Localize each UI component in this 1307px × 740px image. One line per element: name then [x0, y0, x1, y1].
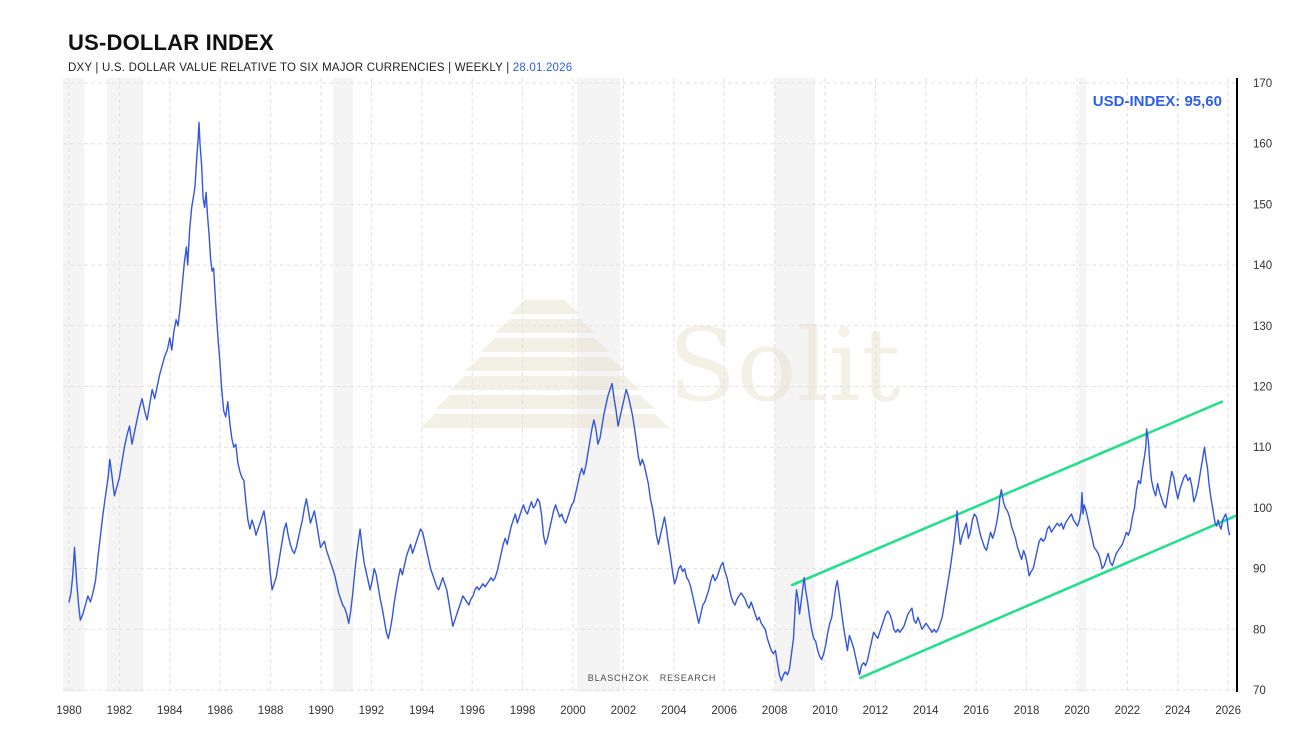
x-axis-tick-label: 2024 — [1165, 705, 1191, 717]
gridlines-layer — [63, 78, 1237, 692]
y-axis-tick-label: 110 — [1253, 442, 1271, 454]
x-axis-tick-label: 2006 — [711, 705, 737, 717]
trend-channel-lower-line — [858, 514, 1238, 680]
y-axis-tick-label: 150 — [1253, 199, 1272, 211]
x-axis-tick-label: 1998 — [510, 705, 536, 717]
x-axis-tick-label: 1986 — [207, 705, 233, 717]
y-axis-tick-label: 90 — [1253, 564, 1266, 576]
y-axis-tick-label: 160 — [1253, 139, 1272, 151]
watermark: Solit — [420, 300, 901, 428]
x-axis-tick-label: 2016 — [963, 705, 989, 717]
y-axis-tick-label: 130 — [1253, 321, 1272, 333]
x-axis-tick-label: 2026 — [1215, 705, 1241, 717]
last-value-label: USD-INDEX: 95,60 — [1093, 93, 1222, 110]
subtitle-text: DXY | U.S. DOLLAR VALUE RELATIVE TO SIX … — [68, 62, 513, 74]
x-axis-tick-label: 2022 — [1115, 705, 1141, 717]
recession-band — [107, 78, 144, 692]
chart-subtitle: DXY | U.S. DOLLAR VALUE RELATIVE TO SIX … — [68, 62, 572, 74]
recession-band — [63, 78, 85, 692]
x-axis-tick-label: 1992 — [359, 705, 385, 717]
x-axis-tick-label: 2020 — [1064, 705, 1090, 717]
x-axis-tick-label: 2002 — [611, 705, 637, 717]
y-axis-tick-label: 120 — [1253, 382, 1272, 394]
x-axis-tick-label: 2004 — [661, 705, 687, 717]
y-axis-tick-label: 80 — [1253, 624, 1266, 636]
y-axis-tick-label: 100 — [1253, 503, 1272, 515]
y-axis-tick-label: 70 — [1253, 685, 1266, 697]
research-note: BLASCHZOK RESEARCH — [588, 673, 716, 683]
recession-band — [774, 78, 815, 692]
x-axis-tick-label: 1982 — [107, 705, 133, 717]
x-axis-tick-label: 2000 — [560, 705, 586, 717]
x-axis-tick-label: 2018 — [1014, 705, 1040, 717]
recession-band — [333, 78, 353, 692]
x-axis-tick-label: 2008 — [762, 705, 788, 717]
trend-channel-layer — [790, 400, 1238, 680]
y-axis-tick-label: 140 — [1253, 260, 1272, 272]
x-axis-tick-label: 1994 — [409, 705, 435, 717]
price-series-layer — [68, 121, 1231, 682]
page-title: US-DOLLAR INDEX — [68, 30, 274, 55]
pyramid-icon — [420, 300, 670, 428]
x-axis-tick-label: 1988 — [258, 705, 284, 717]
recession-band — [1079, 78, 1087, 692]
dxy-series-line — [68, 121, 1231, 682]
x-axis-tick-label: 2012 — [863, 705, 889, 717]
x-axis-tick-label: 1996 — [459, 705, 485, 717]
subtitle-date: 28.01.2026 — [512, 62, 573, 74]
x-axis-tick-label: 2014 — [913, 705, 939, 717]
tick-labels-layer: 70 80 90 100 110 120 130 140 150 160 170 1980 1982 19… — [56, 78, 1272, 717]
x-axis-tick-label: 1990 — [308, 705, 334, 717]
x-axis-tick-label: 1980 — [56, 705, 82, 717]
watermark-text: Solit — [668, 307, 901, 424]
y-axis-tick-label: 170 — [1253, 78, 1272, 90]
trend-channel-upper-line — [790, 400, 1224, 587]
x-axis-tick-label: 1984 — [157, 705, 183, 717]
recession-bands-layer — [63, 78, 1087, 692]
x-axis-tick-label: 2010 — [812, 705, 838, 717]
